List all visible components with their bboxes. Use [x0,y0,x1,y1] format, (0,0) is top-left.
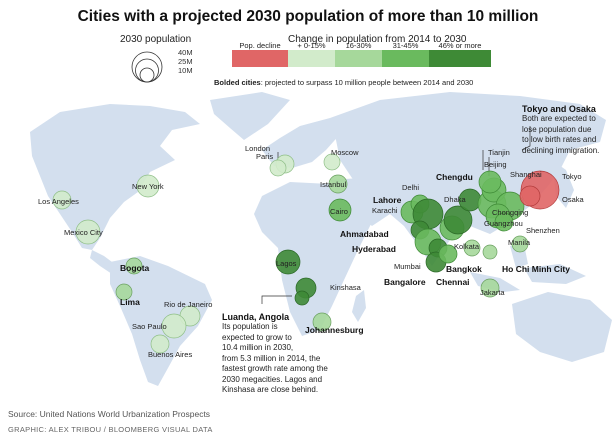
city-label-beijing: Beijing [484,160,507,169]
swatch-31-45 [382,50,429,67]
bubble-bangkok [463,239,481,257]
swatch-16-30 [335,50,382,67]
bubble-shenzhen [494,212,514,232]
city-label-chengdu: Chengdu [436,172,473,182]
annotation-luanda-line-4: from 5.3 million in 2014, the [222,353,321,363]
annotation-luanda-heading: Luanda, Angola [222,312,290,322]
map-title: Cities with a projected 2030 population … [77,8,539,25]
city-label-lima: Lima [120,297,140,307]
graphic-credit: GRAPHIC: ALEX TRIBOU / BLOOMBERG VISUAL … [8,425,213,434]
city-label-guangzhou: Guangzhou [484,219,523,228]
city-label-ahmadabad: Ahmadabad [340,229,389,239]
city-label-hyderabad: Hyderabad [352,244,396,254]
bubble-osaka [519,185,541,207]
city-label-bangalore: Bangalore [384,277,426,287]
city-label-shanghai: Shanghai [510,170,542,179]
bubble-jakarta [480,278,500,298]
city-label-karachi: Karachi [372,206,398,215]
change-legend-title: Change in population from 2014 to 2030 [288,34,467,45]
city-label-istanbul: Istanbul [320,180,347,189]
swatch-0-15 [288,50,335,67]
bubble-new-york [136,174,160,198]
size-label-10m: 10M [178,66,193,75]
city-label-bogota: Bogota [120,263,150,273]
annotation-tokyo-heading: Tokyo and Osaka [522,104,596,114]
annotation-luanda-line-2: expected to grow to [222,332,292,342]
city-label-osaka: Osaka [562,195,584,204]
annotation-luanda-line-6: 2030 megacities. Lagos and [222,374,323,384]
bubble-buenos-aires [150,334,170,354]
city-label-mumbai: Mumbai [394,262,421,271]
bubble-cairo [328,198,352,222]
city-label-chongqing: Chongqing [492,208,529,217]
city-bubbles [52,153,560,354]
city-label-kolkata: Kolkata [454,242,480,251]
city-label-chennai: Chennai [436,277,470,287]
annotation-luanda-line-7: Kinshasa are close behind. [222,385,319,394]
world-map [30,92,612,386]
bubble-mexico-city [75,219,101,245]
city-label-los-angeles: Los Angeles [38,197,79,206]
city-label-london: London [245,144,271,153]
bubble-los-angeles [52,190,72,210]
city-label-jakarta: Jakarta [480,288,505,297]
city-label-buenos-aires: Buenos Aires [148,350,193,359]
size-legend-title: 2030 population [120,34,192,45]
annotation-tokyo-line-4: declining immigration. [522,145,600,155]
bubble-beijing [478,170,502,194]
city-label-johannesburg: Johannesburg [305,325,364,335]
city-label-paris: Paris [256,152,274,161]
city-label-new-york: New York [132,182,164,191]
bubble-johannesburg [312,312,332,332]
annotation-tokyo-osaka: Tokyo and Osaka Both are expected to los… [522,104,614,156]
city-label-cairo: Cairo [330,207,348,216]
bubble-chennai [438,244,458,264]
bubble-manila [511,235,529,253]
annotation-luanda-line-3: 10.4 million in 2030, [222,343,294,352]
annotation-luanda-line-1: Its population is [222,322,278,331]
bubble-ho-chi-minh [482,244,498,260]
bubble-moscow [323,153,341,171]
city-label-delhi: Delhi [402,183,420,192]
annotation-tokyo-line-1: Both are expected to [522,114,596,123]
bubble-dhaka [443,205,473,235]
bubble-lima [115,283,133,301]
size-legend-circles [131,51,163,83]
city-label-kinshasa: Kinshasa [330,283,361,292]
city-label-dhaka: Dhaka [444,195,466,204]
city-label-sao-paulo: Sao Paulo [132,322,167,331]
bin-label-16-30: 16-30% [345,41,372,50]
source-note: Source: United Nations World Urbanizatio… [8,409,211,419]
bolded-cities-note: Bolded cities: projected to surpass 10 m… [214,78,474,87]
city-label-lahore: Lahore [373,195,402,205]
swatch-decline [232,50,288,67]
bubble-istanbul [328,174,348,194]
bin-label-0-15: + 0-15% [297,41,326,50]
city-label-mexico-city: Mexico City [64,228,103,237]
annotation-luanda-line-5: fastest growth rate among the [222,364,328,373]
city-label-ho-chi-minh: Ho Chi Minh City [502,264,570,274]
city-label-bangkok: Bangkok [446,264,482,274]
city-label-tianjin: Tianjin [488,148,510,157]
bin-label-decline: Pop. decline [239,41,281,50]
annotation-luanda: Luanda, Angola Its population is expecte… [222,312,362,396]
size-label-40m: 40M [178,48,193,57]
city-label-rio: Rio de Janeiro [164,300,213,309]
annotation-tokyo-line-2: lose population due [522,124,592,134]
swatch-46-more [429,50,491,67]
bubble-bogota [125,257,143,275]
city-label-tokyo: Tokyo [562,172,582,181]
annotation-tokyo-line-3: to low birth rates and [522,135,597,144]
bubble-paris [269,159,287,177]
city-label-moscow: Moscow [331,148,359,157]
bubble-sao-paulo [161,313,187,339]
size-label-25m: 25M [178,57,193,66]
city-label-shenzhen: Shenzhen [526,226,560,235]
city-label-manila: Manila [508,238,531,247]
bin-label-31-45: 31-45% [392,41,419,50]
bubble-luanda [294,290,310,306]
bubble-lagos [275,249,301,275]
city-label-lagos: Lagos [276,259,297,268]
bin-label-46-more: 46% or more [438,41,482,50]
